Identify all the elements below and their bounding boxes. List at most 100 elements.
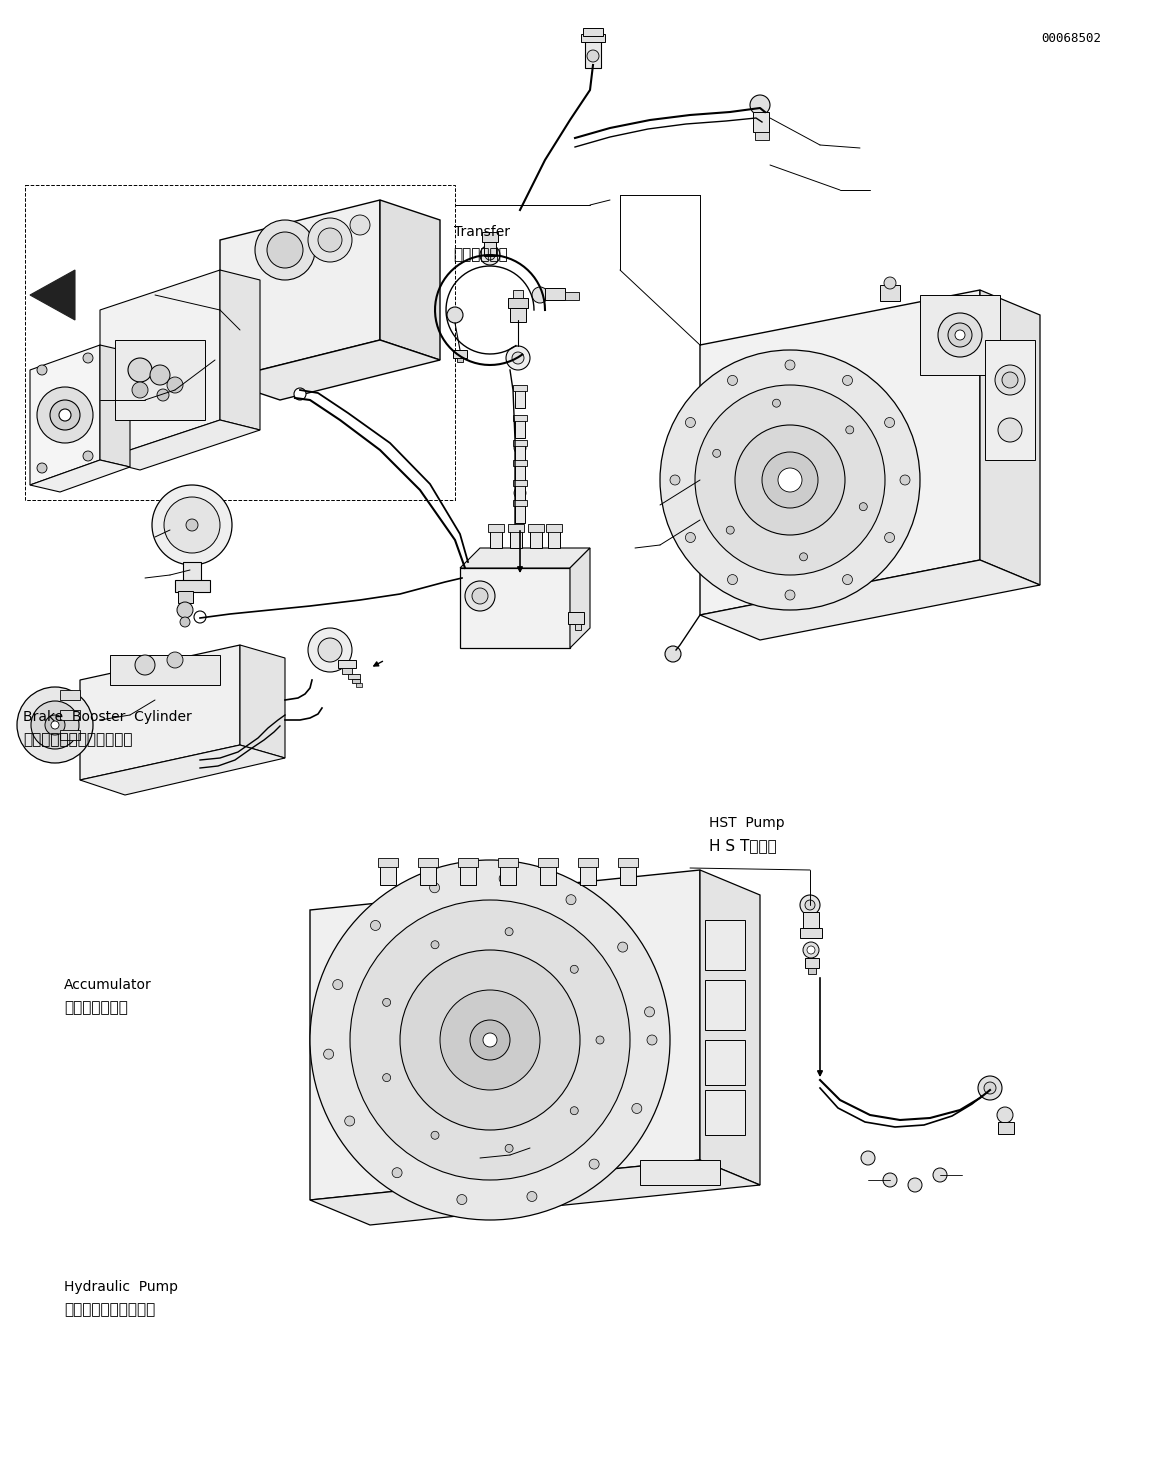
Bar: [454, 350, 468, 357]
Circle shape: [472, 588, 488, 605]
Circle shape: [884, 277, 896, 288]
Circle shape: [726, 527, 734, 534]
Circle shape: [383, 1074, 391, 1081]
Bar: [420, 865, 436, 886]
Bar: [378, 858, 398, 866]
Circle shape: [800, 894, 820, 915]
Circle shape: [164, 497, 220, 553]
Bar: [545, 524, 562, 533]
Circle shape: [294, 388, 306, 400]
Bar: [515, 465, 525, 482]
Circle shape: [802, 941, 819, 958]
Circle shape: [632, 1103, 642, 1114]
Polygon shape: [311, 1161, 759, 1225]
Bar: [538, 858, 558, 866]
Bar: [618, 858, 638, 866]
Circle shape: [984, 1083, 996, 1094]
Bar: [60, 710, 80, 719]
Circle shape: [527, 1192, 537, 1202]
Circle shape: [785, 590, 795, 600]
Circle shape: [846, 427, 854, 434]
Bar: [511, 530, 522, 549]
Bar: [60, 730, 80, 740]
Bar: [880, 285, 900, 302]
Circle shape: [997, 1108, 1013, 1122]
Circle shape: [595, 1036, 604, 1044]
Circle shape: [566, 894, 576, 905]
Bar: [110, 655, 220, 685]
Circle shape: [131, 382, 148, 399]
Circle shape: [167, 652, 183, 668]
Text: HST  Pump: HST Pump: [709, 816, 785, 831]
Bar: [352, 680, 361, 683]
Circle shape: [457, 1194, 466, 1205]
Circle shape: [735, 425, 846, 535]
Circle shape: [45, 715, 65, 736]
Circle shape: [685, 418, 695, 428]
Text: Transfer: Transfer: [454, 225, 509, 240]
Circle shape: [859, 503, 868, 510]
Polygon shape: [100, 271, 220, 460]
Text: Brake  Booster  Cylinder: Brake Booster Cylinder: [23, 710, 192, 725]
Circle shape: [128, 357, 152, 382]
Circle shape: [323, 1049, 334, 1059]
Bar: [115, 340, 205, 421]
Circle shape: [317, 228, 342, 252]
Polygon shape: [700, 869, 759, 1186]
Text: ハイドロリックポンプ: ハイドロリックポンプ: [64, 1302, 155, 1317]
Circle shape: [728, 375, 737, 385]
Bar: [705, 1090, 745, 1136]
Circle shape: [37, 387, 93, 443]
Bar: [752, 112, 769, 132]
Circle shape: [485, 250, 495, 260]
Circle shape: [400, 950, 580, 1130]
Circle shape: [383, 999, 391, 1006]
Bar: [513, 440, 527, 446]
Circle shape: [83, 452, 93, 460]
Bar: [513, 500, 527, 506]
Bar: [515, 421, 525, 438]
Bar: [513, 415, 527, 421]
Circle shape: [37, 365, 47, 375]
Circle shape: [344, 1116, 355, 1125]
Polygon shape: [700, 560, 1040, 640]
Bar: [174, 580, 211, 591]
Bar: [808, 968, 816, 974]
Circle shape: [1003, 372, 1018, 388]
Circle shape: [618, 941, 628, 952]
Polygon shape: [461, 549, 590, 568]
Circle shape: [842, 575, 852, 584]
Circle shape: [194, 610, 206, 624]
Circle shape: [647, 1036, 657, 1044]
Polygon shape: [220, 340, 440, 400]
Circle shape: [186, 519, 198, 531]
Circle shape: [998, 418, 1022, 441]
Bar: [418, 858, 438, 866]
Bar: [528, 524, 544, 533]
Circle shape: [308, 218, 352, 262]
Bar: [800, 928, 822, 938]
Bar: [805, 958, 819, 968]
Bar: [488, 524, 504, 533]
Polygon shape: [311, 869, 700, 1200]
Circle shape: [37, 463, 47, 474]
Text: H S Tポンプ: H S Tポンプ: [709, 838, 777, 853]
Polygon shape: [30, 460, 130, 491]
Bar: [985, 340, 1035, 460]
Polygon shape: [700, 290, 980, 615]
Circle shape: [685, 533, 695, 543]
Circle shape: [317, 638, 342, 662]
Circle shape: [695, 385, 885, 575]
Bar: [578, 858, 598, 866]
Circle shape: [255, 221, 315, 279]
Text: アキュムレータ: アキュムレータ: [64, 1000, 128, 1015]
Circle shape: [778, 468, 802, 491]
Circle shape: [570, 965, 578, 974]
Circle shape: [885, 418, 894, 428]
Circle shape: [83, 353, 93, 363]
Bar: [498, 858, 518, 866]
Circle shape: [480, 246, 500, 265]
Circle shape: [762, 452, 818, 507]
Circle shape: [157, 388, 169, 402]
Circle shape: [59, 409, 71, 421]
